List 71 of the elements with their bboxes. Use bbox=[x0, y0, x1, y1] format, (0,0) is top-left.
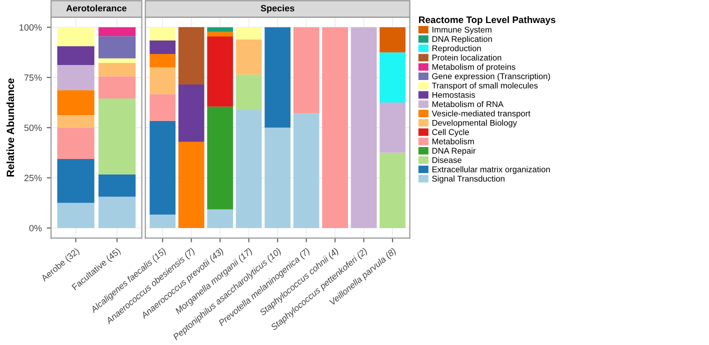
bar bbox=[150, 214, 176, 228]
bar bbox=[350, 27, 377, 228]
bar bbox=[57, 90, 94, 116]
bar bbox=[57, 46, 94, 66]
bar bbox=[178, 84, 204, 142]
bar bbox=[264, 27, 291, 128]
legend-label: Developmental Biology bbox=[432, 120, 517, 128]
legend-label: DNA Replication bbox=[432, 36, 492, 44]
y-axis-title: Relative Abundance bbox=[6, 78, 14, 177]
bar bbox=[57, 128, 94, 159]
legend-label: Signal Transduction bbox=[432, 176, 504, 184]
legend-label: Vesicle-mediated transport bbox=[432, 110, 530, 118]
legend-label: Cell Cycle bbox=[432, 128, 469, 137]
bar bbox=[150, 94, 176, 121]
bar bbox=[150, 27, 176, 41]
bar bbox=[150, 67, 176, 94]
bar bbox=[98, 174, 136, 197]
legend-label: DNA Repair bbox=[432, 148, 476, 156]
y-tick-label: 25% bbox=[24, 174, 42, 182]
bar bbox=[98, 196, 136, 228]
bar bbox=[236, 74, 262, 110]
legend-label: Metabolism of proteins bbox=[432, 64, 516, 72]
legend-label: Gene expression (Transcription) bbox=[432, 73, 550, 81]
bar bbox=[57, 115, 94, 128]
bar bbox=[293, 113, 320, 228]
bar bbox=[57, 65, 94, 90]
bar bbox=[57, 27, 94, 46]
bar bbox=[207, 209, 234, 228]
bar bbox=[207, 32, 234, 37]
bar bbox=[98, 27, 136, 36]
bar bbox=[380, 152, 406, 228]
legend-title: Reactome Top Level Pathways bbox=[419, 16, 556, 25]
bar bbox=[236, 27, 262, 40]
bar bbox=[98, 62, 136, 76]
legend-label: Metabolism of RNA bbox=[432, 101, 504, 108]
legend-label: Protein localization bbox=[432, 54, 502, 61]
bar bbox=[207, 36, 234, 107]
y-tick-label: 75% bbox=[24, 74, 42, 81]
legend-label: Hemostasis bbox=[432, 92, 475, 98]
bar bbox=[264, 128, 291, 228]
legend-label: Immune System bbox=[432, 26, 492, 34]
bar bbox=[150, 120, 176, 215]
bar bbox=[207, 106, 234, 210]
legend-label: Metabolism bbox=[432, 138, 474, 144]
bar bbox=[236, 39, 262, 75]
bar bbox=[98, 36, 136, 58]
bar bbox=[236, 110, 262, 228]
bar bbox=[178, 142, 204, 228]
bar bbox=[150, 40, 176, 54]
legend-label: Disease bbox=[432, 156, 462, 164]
legend-label: Transport of small molecules bbox=[432, 82, 538, 90]
bar bbox=[207, 27, 234, 32]
chart-title: Aerotolerance bbox=[66, 4, 126, 12]
chart-title: Species bbox=[260, 4, 294, 14]
legend-label: Reproduction bbox=[432, 45, 481, 53]
bar bbox=[380, 52, 406, 103]
bar bbox=[150, 54, 176, 68]
bar bbox=[57, 158, 94, 203]
bar bbox=[293, 27, 320, 114]
bar bbox=[322, 27, 348, 228]
bar bbox=[380, 27, 406, 52]
bar bbox=[178, 27, 204, 84]
bar bbox=[98, 58, 136, 63]
bar bbox=[57, 202, 94, 228]
y-tick-label: 0% bbox=[29, 224, 42, 232]
legend-label: Extracellular matrix organization bbox=[432, 166, 550, 174]
y-tick-label: 100% bbox=[20, 24, 42, 31]
bar bbox=[98, 76, 136, 99]
y-tick-label: 50% bbox=[24, 124, 42, 132]
bar bbox=[98, 98, 136, 174]
bar bbox=[380, 102, 406, 153]
